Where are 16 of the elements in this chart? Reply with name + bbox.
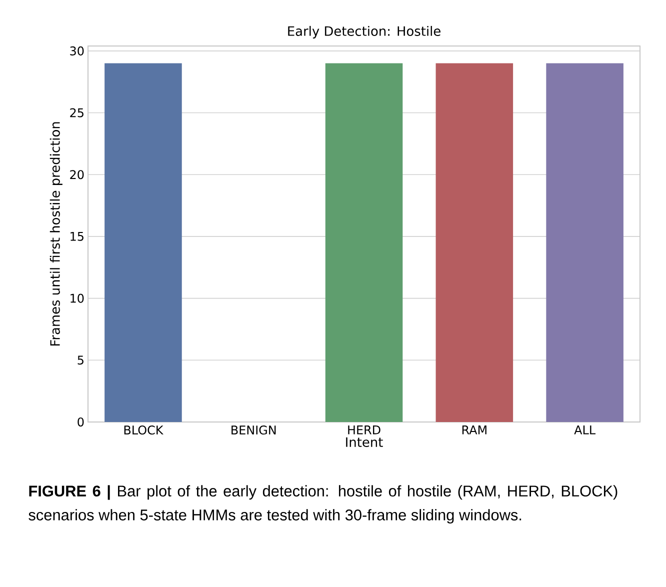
y-axis-title: Frames until first hostile prediction [50, 122, 62, 346]
x-tick-label: BENIGN [232, 426, 276, 435]
y-tick-label: 0 [78, 417, 84, 427]
y-tick-label: 20 [70, 170, 84, 180]
x-axis-title: Intent [346, 437, 383, 448]
x-tick-label: HERD [348, 426, 380, 434]
text: FIGURE 6 | Bar plot of the early detection: hostile of hostile (RAM, HERD, BLOCK) scenarios when 5-state HMMs are tested with 30-frame sliding windows. [28, 485, 618, 524]
x-tick-label: BLOCK [124, 426, 164, 435]
x-tick-label: RAM [462, 426, 486, 434]
y-tick-label: 10 [70, 294, 84, 303]
y-tick-label: 5 [78, 356, 84, 365]
x-tick-label: ALL [574, 426, 596, 434]
y-tick-label: 30 [70, 46, 84, 56]
y-tick-label: 25 [70, 108, 84, 118]
chart-title: Early Detection: Hostile [288, 26, 440, 38]
y-tick-label: 15 [70, 232, 84, 241]
